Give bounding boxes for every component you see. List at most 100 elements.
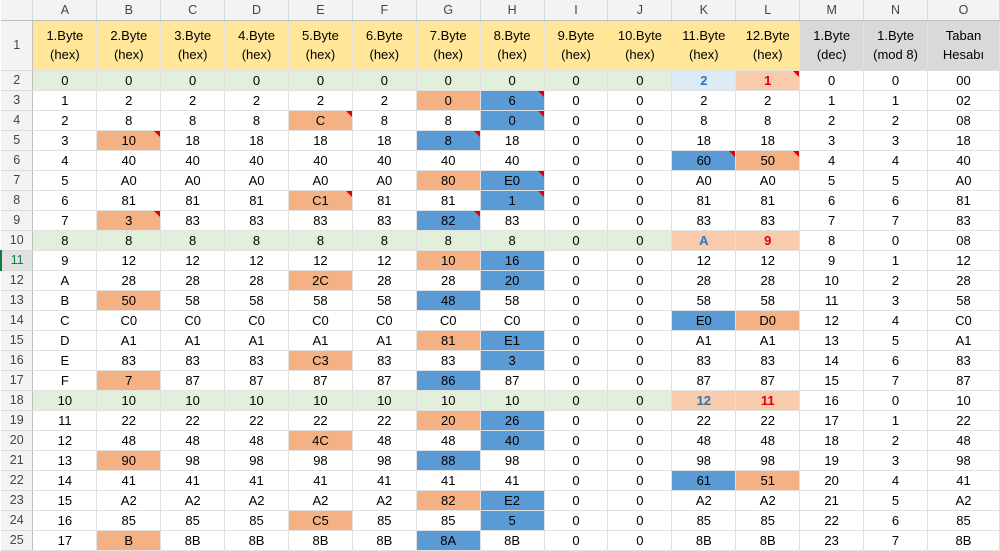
cell[interactable]: 41 xyxy=(352,470,417,491)
cell[interactable]: 8B xyxy=(224,530,289,551)
cell[interactable]: 0 xyxy=(863,230,928,251)
cell[interactable]: 17 xyxy=(799,410,865,431)
cell[interactable]: 85 xyxy=(671,510,737,531)
cell[interactable]: 0 xyxy=(607,430,673,451)
cell[interactable]: C0 xyxy=(927,310,1000,331)
cell[interactable]: E0 xyxy=(671,310,737,331)
cell[interactable]: 5 xyxy=(799,170,865,191)
cell[interactable]: 0 xyxy=(544,170,609,191)
cell[interactable]: 3 xyxy=(96,210,162,231)
header-cell[interactable]: 5.Byte (hex) xyxy=(288,20,353,71)
cell[interactable]: 12 xyxy=(288,250,353,271)
row-header[interactable]: 17 xyxy=(1,370,34,391)
cell[interactable]: 40 xyxy=(224,150,289,171)
cell[interactable]: 2 xyxy=(863,110,928,131)
cell[interactable]: 21 xyxy=(799,490,865,511)
cell[interactable]: 98 xyxy=(352,450,417,471)
cell[interactable]: 6 xyxy=(480,90,545,111)
cell[interactable]: 40 xyxy=(416,150,481,171)
cell[interactable]: C0 xyxy=(352,310,417,331)
column-header-i[interactable]: I xyxy=(544,0,609,21)
column-header-m[interactable]: M xyxy=(799,0,865,21)
cell[interactable]: 2 xyxy=(224,90,289,111)
cell[interactable]: 85 xyxy=(927,510,1000,531)
cell[interactable]: 10 xyxy=(480,390,545,411)
cell[interactable]: 61 xyxy=(671,470,737,491)
cell[interactable]: 0 xyxy=(607,490,673,511)
cell[interactable]: 28 xyxy=(96,270,162,291)
cell[interactable]: C1 xyxy=(288,190,353,211)
cell[interactable]: A0 xyxy=(352,170,417,191)
cell[interactable]: A0 xyxy=(671,170,737,191)
cell[interactable]: 58 xyxy=(735,290,801,311)
cell[interactable]: 3 xyxy=(480,350,545,371)
cell[interactable]: 08 xyxy=(927,110,1000,131)
cell[interactable]: 16 xyxy=(480,250,545,271)
cell[interactable]: 0 xyxy=(607,210,673,231)
cell[interactable]: A2 xyxy=(735,490,801,511)
column-header-l[interactable]: L xyxy=(735,0,801,21)
cell[interactable]: 0 xyxy=(160,70,226,91)
cell[interactable]: 83 xyxy=(288,210,353,231)
cell[interactable]: 2C xyxy=(288,270,353,291)
cell[interactable]: 12 xyxy=(671,250,737,271)
cell[interactable]: 2 xyxy=(671,70,737,91)
cell[interactable]: 83 xyxy=(735,210,801,231)
cell[interactable]: 0 xyxy=(607,350,673,371)
row-header[interactable]: 4 xyxy=(1,110,34,131)
cell[interactable]: A1 xyxy=(352,330,417,351)
cell[interactable]: 0 xyxy=(607,230,673,251)
cell[interactable]: A1 xyxy=(671,330,737,351)
cell[interactable]: 40 xyxy=(160,150,226,171)
cell[interactable]: 18 xyxy=(927,130,1000,151)
cell[interactable]: 0 xyxy=(607,250,673,271)
cell[interactable]: 0 xyxy=(607,530,673,551)
cell[interactable]: 50 xyxy=(735,150,801,171)
cell[interactable]: 90 xyxy=(96,450,162,471)
cell[interactable]: 1 xyxy=(799,90,865,111)
cell[interactable]: 15 xyxy=(32,490,98,511)
cell[interactable]: 10 xyxy=(96,390,162,411)
cell[interactable]: 8 xyxy=(224,230,289,251)
cell[interactable]: 0 xyxy=(480,70,545,91)
cell[interactable]: 0 xyxy=(544,470,609,491)
cell[interactable]: 0 xyxy=(544,130,609,151)
cell[interactable]: 10 xyxy=(288,390,353,411)
cell[interactable]: 60 xyxy=(671,150,737,171)
cell[interactable]: 0 xyxy=(607,190,673,211)
row-header[interactable]: 14 xyxy=(1,310,34,331)
cell[interactable]: C0 xyxy=(224,310,289,331)
row-header[interactable]: 7 xyxy=(1,170,34,191)
cell[interactable]: 20 xyxy=(480,270,545,291)
cell[interactable]: 8 xyxy=(416,230,481,251)
cell[interactable]: 0 xyxy=(544,410,609,431)
cell[interactable]: 2 xyxy=(288,90,353,111)
cell[interactable]: 22 xyxy=(735,410,801,431)
cell[interactable]: 83 xyxy=(224,350,289,371)
cell[interactable]: 0 xyxy=(544,390,609,411)
cell[interactable]: E1 xyxy=(480,330,545,351)
row-header[interactable]: 8 xyxy=(1,190,34,211)
cell[interactable]: 41 xyxy=(288,470,353,491)
cell[interactable]: 2 xyxy=(352,90,417,111)
cell[interactable]: 83 xyxy=(416,350,481,371)
cell[interactable]: 0 xyxy=(416,90,481,111)
cell[interactable]: 80 xyxy=(416,170,481,191)
cell[interactable]: 28 xyxy=(671,270,737,291)
cell[interactable]: 22 xyxy=(160,410,226,431)
cell[interactable]: 1 xyxy=(863,250,928,271)
cell[interactable]: 0 xyxy=(544,270,609,291)
cell[interactable]: 18 xyxy=(799,430,865,451)
cell[interactable]: 18 xyxy=(352,130,417,151)
cell[interactable]: 1 xyxy=(32,90,98,111)
cell[interactable]: 98 xyxy=(160,450,226,471)
cell[interactable]: 87 xyxy=(735,370,801,391)
cell[interactable]: 98 xyxy=(927,450,1000,471)
column-header-b[interactable]: B xyxy=(96,0,162,21)
cell[interactable]: A0 xyxy=(224,170,289,191)
cell[interactable]: 8 xyxy=(735,110,801,131)
cell[interactable]: 20 xyxy=(416,410,481,431)
cell[interactable]: 12 xyxy=(927,250,1000,271)
cell[interactable]: 18 xyxy=(735,130,801,151)
cell[interactable]: 9 xyxy=(735,230,801,251)
